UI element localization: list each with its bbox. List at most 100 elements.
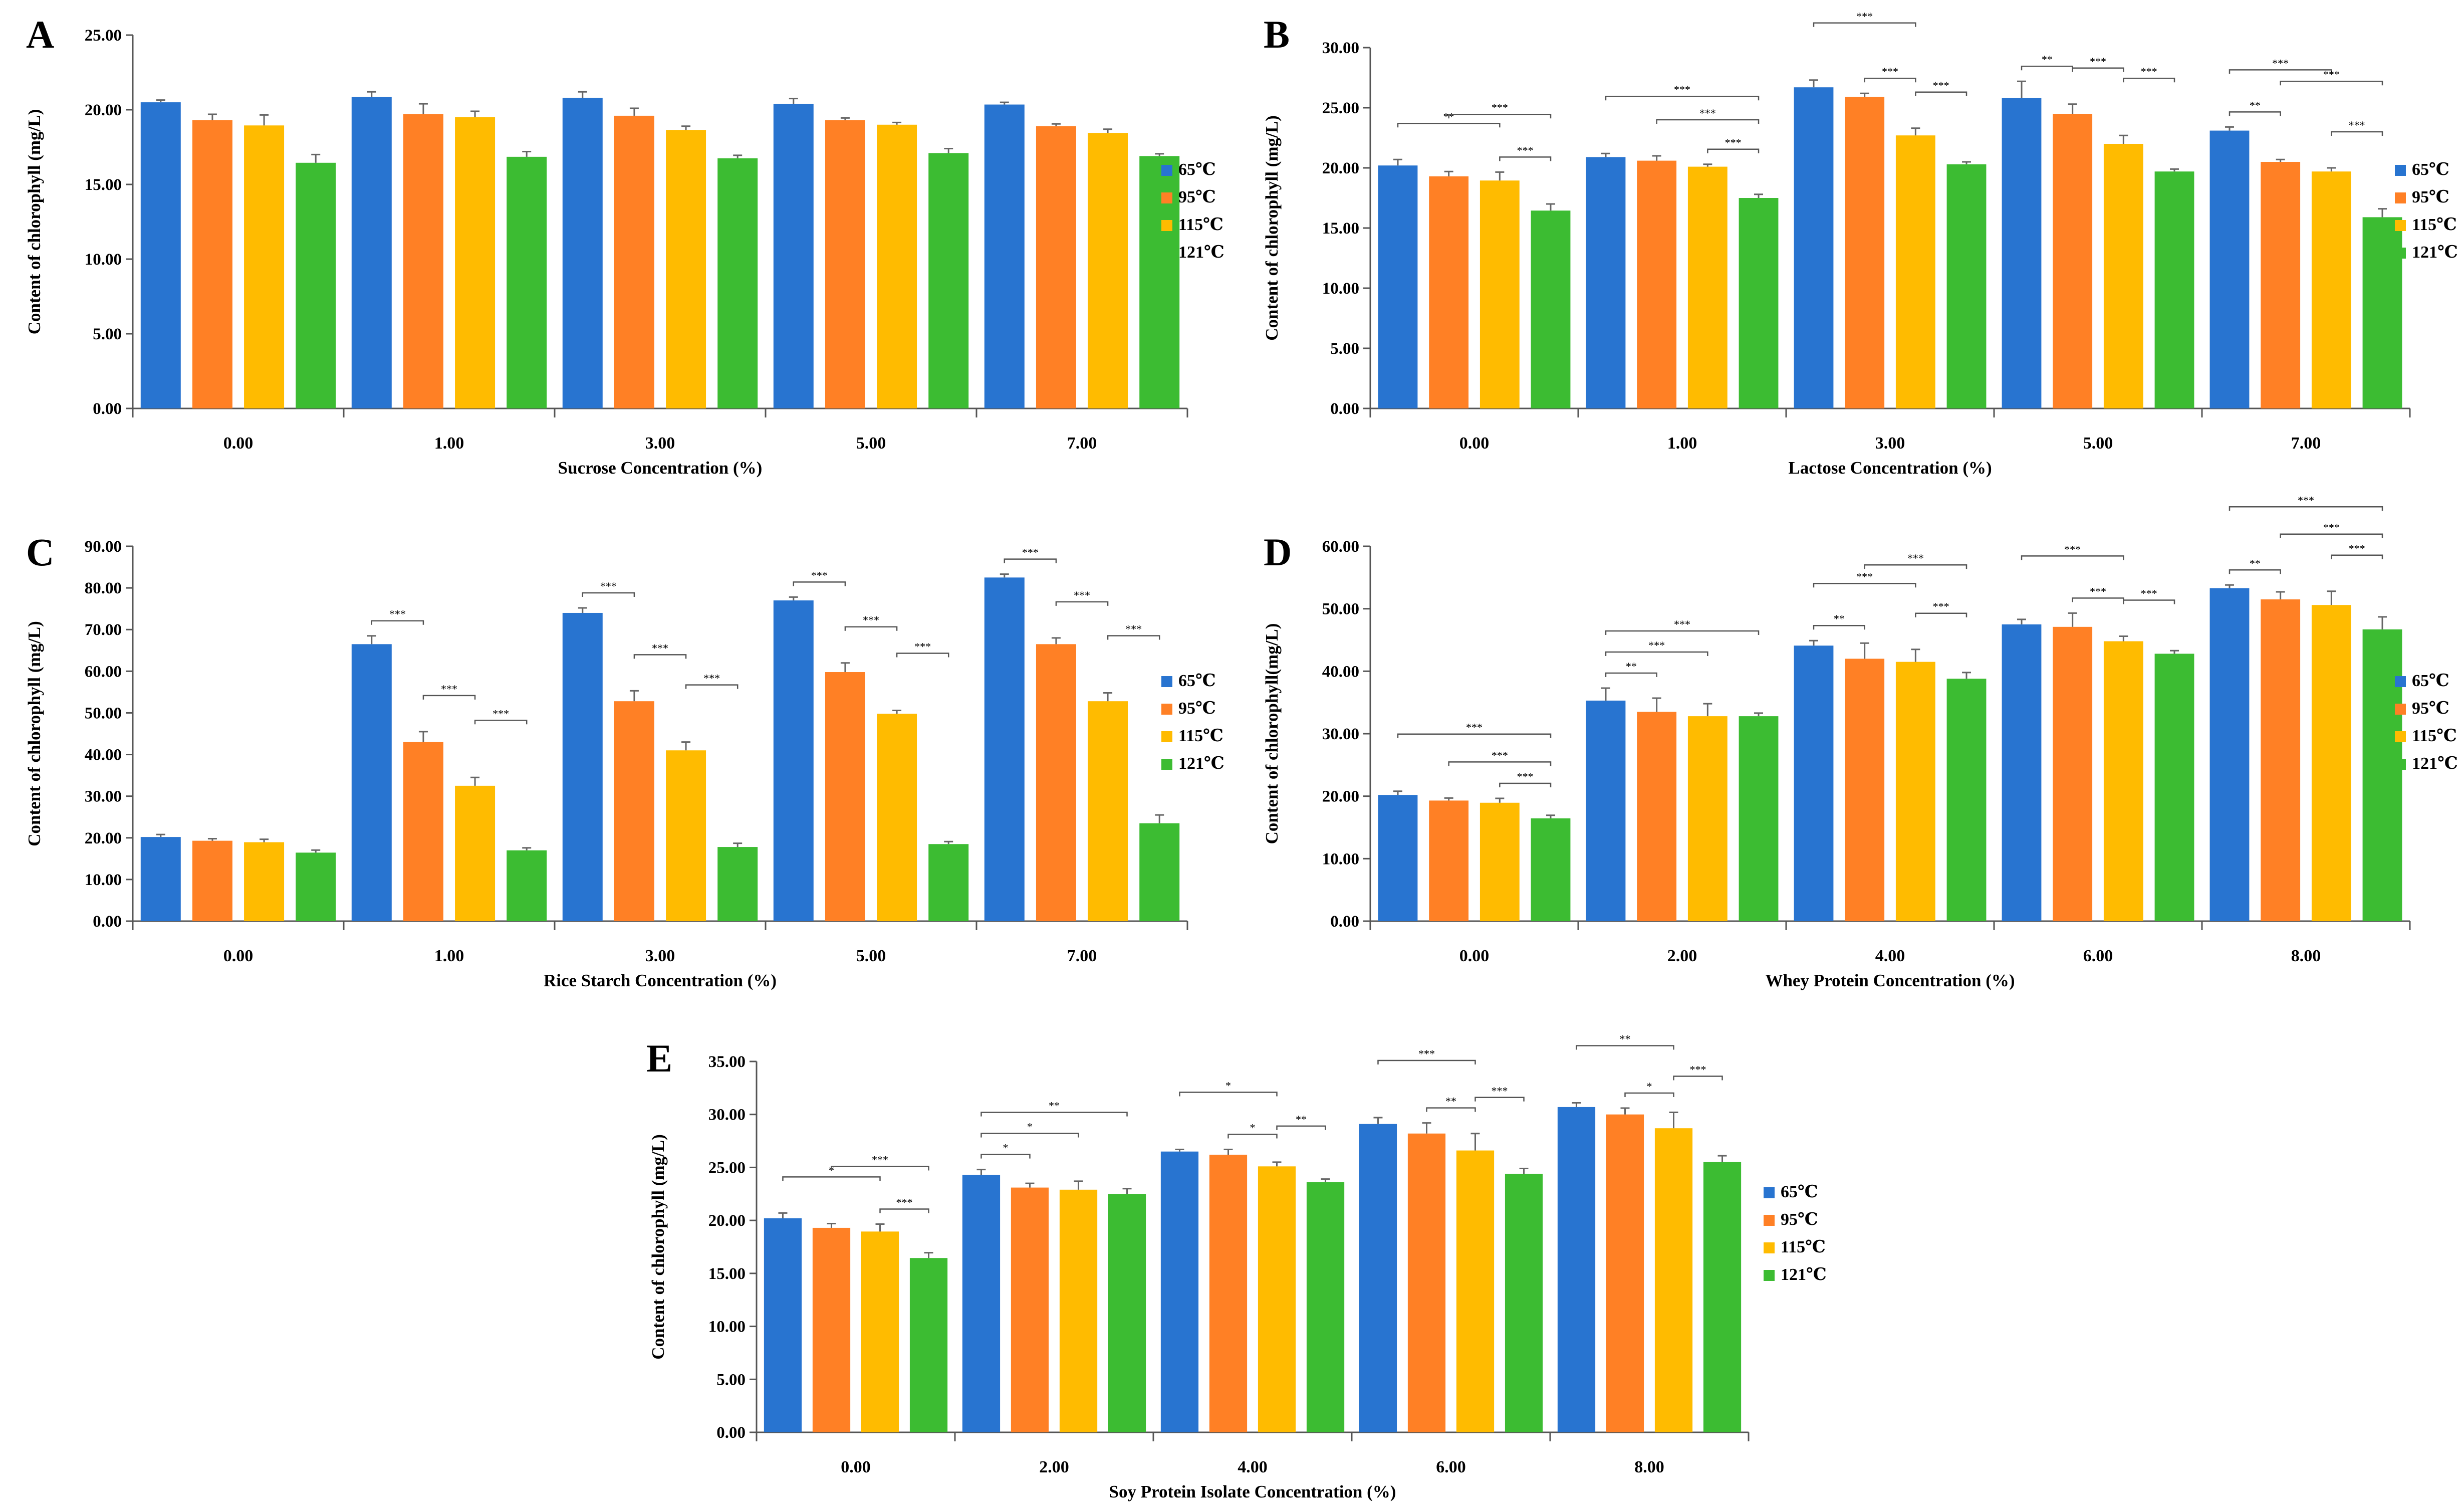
- bar-d-2-3: [2103, 641, 2143, 921]
- significance-bracket: [896, 653, 949, 658]
- legend-label: 121℃: [2412, 243, 2458, 262]
- bar-c-2-4: [1088, 701, 1128, 921]
- legend-swatch: [2395, 220, 2406, 231]
- y-tick-label: 0.00: [1330, 400, 1359, 418]
- x-tick-label: 6.00: [1436, 1458, 1466, 1476]
- significance-label: ***: [1492, 749, 1508, 761]
- bar-c-1-2: [614, 701, 654, 921]
- significance-label: *: [1225, 1079, 1231, 1092]
- significance-label: ***: [2349, 119, 2365, 131]
- significance-bracket: [1276, 1125, 1326, 1130]
- significance-bracket: [1474, 1097, 1525, 1102]
- legend-swatch: [1161, 248, 1172, 259]
- significance-label: ***: [1699, 107, 1716, 119]
- significance-label: ***: [1517, 770, 1534, 783]
- bar-e-2-1: [1059, 1189, 1098, 1432]
- significance-bracket: [1107, 635, 1160, 640]
- legend-label: 121℃: [1781, 1265, 1827, 1284]
- bar-a-2-2: [666, 130, 706, 409]
- significance-label: ***: [1882, 65, 1898, 78]
- significance-label: ***: [2064, 543, 2081, 555]
- x-tick-label: 7.00: [1067, 947, 1097, 965]
- significance-label: **: [1834, 612, 1845, 625]
- panel-label: E: [646, 1036, 672, 1080]
- bar-a-2-4: [1088, 133, 1128, 408]
- panel-label: B: [1264, 13, 1290, 56]
- y-tick-label: 20.00: [85, 101, 122, 119]
- significance-label: ***: [2090, 55, 2106, 68]
- bar-d-0-1: [1586, 700, 1626, 921]
- significance-label: **: [2250, 557, 2261, 569]
- y-axis-title: Content of chlorophyll (mg/L): [25, 109, 44, 335]
- significance-label: ***: [389, 608, 406, 620]
- significance-bracket: [1426, 1107, 1476, 1112]
- x-tick-label: 7.00: [1067, 434, 1097, 453]
- significance-label: ***: [1856, 570, 1873, 583]
- x-tick-label: 6.00: [2083, 947, 2113, 965]
- bar-a-1-3: [825, 120, 865, 409]
- bar-c-1-4: [1036, 644, 1076, 921]
- significance-label: ***: [1674, 618, 1690, 630]
- bar-e-1-1: [1011, 1187, 1049, 1432]
- y-tick-label: 10.00: [708, 1318, 746, 1336]
- legend-label: 95℃: [1178, 699, 1216, 718]
- bar-a-3-3: [928, 153, 969, 408]
- significance-label: ***: [1907, 552, 1924, 564]
- bar-d-2-2: [1895, 662, 1935, 921]
- legend-swatch: [1161, 704, 1172, 715]
- bar-b-1-4: [2261, 162, 2301, 408]
- bar-e-0-4: [1557, 1107, 1596, 1432]
- y-tick-label: 0.00: [1330, 913, 1359, 931]
- significance-label: ***: [2323, 68, 2340, 81]
- bar-b-3-2: [1946, 164, 1987, 408]
- legend-swatch: [1161, 759, 1172, 770]
- significance-bracket: [980, 1154, 1031, 1159]
- x-tick-label: 2.00: [1667, 947, 1697, 965]
- significance-bracket: [2331, 554, 2383, 559]
- legend-label: 115℃: [1781, 1238, 1826, 1256]
- legend-swatch: [1764, 1187, 1775, 1198]
- panel-label: D: [1264, 530, 1292, 574]
- bar-b-3-1: [1739, 198, 1779, 408]
- significance-bracket: [2021, 65, 2073, 71]
- x-tick-label: 0.00: [1459, 434, 1490, 453]
- significance-label: ***: [1125, 623, 1142, 635]
- x-tick-label: 3.00: [1875, 434, 1905, 453]
- significance-bracket: [1864, 564, 1967, 569]
- legend-label: 65℃: [1781, 1183, 1818, 1201]
- y-tick-label: 60.00: [1322, 538, 1359, 556]
- significance-bracket: [1864, 77, 1916, 83]
- bar-a-0-1: [351, 97, 392, 409]
- y-tick-label: 30.00: [1322, 39, 1359, 57]
- bar-a-0-4: [984, 104, 1025, 408]
- y-axis-title: Content of chlorophyll (mg/L): [25, 621, 44, 846]
- legend-label: 65℃: [2412, 160, 2449, 179]
- legend-label: 115℃: [2412, 216, 2457, 234]
- y-tick-label: 25.00: [708, 1159, 746, 1177]
- legend-label: 115℃: [1178, 727, 1223, 745]
- significance-bracket: [1673, 1076, 1723, 1081]
- significance-bracket: [1448, 113, 1552, 119]
- legend-label: 95℃: [2412, 699, 2449, 718]
- significance-bracket: [685, 684, 738, 689]
- significance-bracket: [2229, 506, 2383, 511]
- significance-bracket: [1605, 651, 1708, 656]
- bar-b-3-4: [2362, 217, 2402, 408]
- y-tick-label: 15.00: [708, 1265, 746, 1283]
- legend-swatch: [1161, 165, 1172, 176]
- x-axis-title: Soy Protein Isolate Concentration (%): [1109, 1482, 1396, 1501]
- y-tick-label: 50.00: [1322, 600, 1359, 618]
- significance-bracket: [844, 626, 898, 631]
- significance-bracket: [633, 654, 687, 659]
- bar-a-2-1: [455, 117, 496, 408]
- significance-bracket: [782, 1176, 881, 1181]
- y-tick-label: 40.00: [85, 746, 122, 764]
- bar-a-0-2: [562, 98, 603, 408]
- legend-label: 95℃: [1781, 1210, 1818, 1229]
- chart-panel-c: C 0.00 10.00 20.00 30.00 40.00 50.00 60.00 70.00…: [25, 530, 1224, 990]
- significance-label: ***: [863, 614, 879, 626]
- significance-label: ***: [896, 1196, 913, 1209]
- bar-b-0-3: [2002, 98, 2042, 409]
